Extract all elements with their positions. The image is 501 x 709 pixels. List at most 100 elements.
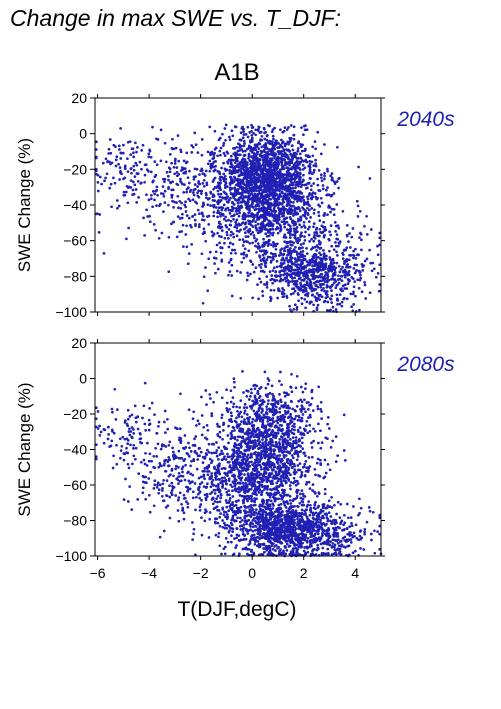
- scatter-point: [277, 218, 281, 221]
- scatter-point: [328, 230, 331, 234]
- scatter-point: [269, 297, 273, 300]
- scatter-point: [143, 180, 146, 184]
- scatter-point: [311, 483, 315, 486]
- scatter-point: [256, 222, 260, 226]
- scatter-point: [108, 138, 112, 141]
- scatter-point: [266, 231, 270, 234]
- scatter-point: [290, 183, 293, 186]
- scatter-point: [339, 288, 342, 291]
- scatter-point: [250, 123, 253, 127]
- scatter-point: [263, 157, 267, 160]
- scatter-point: [264, 154, 268, 157]
- scatter-point: [187, 252, 191, 255]
- scatter-point: [259, 266, 263, 269]
- scatter-point: [280, 173, 284, 177]
- scatter-point: [315, 461, 319, 465]
- scatter-point: [308, 225, 311, 229]
- scatter-point: [258, 184, 262, 187]
- scatter-point: [329, 233, 332, 237]
- scatter-point: [103, 179, 106, 183]
- scatter-point: [205, 485, 209, 489]
- scatter-point: [116, 206, 119, 210]
- scatter-point: [273, 474, 277, 478]
- scatter-point: [184, 233, 188, 236]
- scatter-point: [280, 488, 284, 492]
- scatter-point: [307, 208, 311, 212]
- scatter-point: [225, 230, 229, 234]
- scatter-point: [200, 218, 204, 222]
- scatter-point: [226, 434, 230, 437]
- scatter-point: [235, 169, 239, 173]
- scatter-point: [242, 217, 246, 220]
- scatter-point: [336, 500, 340, 504]
- scatter-point: [292, 223, 296, 227]
- scatter-point: [296, 212, 300, 216]
- scatter-point: [212, 187, 215, 191]
- scatter-point: [340, 304, 344, 308]
- scatter-point: [209, 192, 213, 195]
- scatter-point: [220, 208, 224, 212]
- scatter-point: [269, 259, 273, 263]
- scatter-point: [317, 294, 321, 297]
- scatter-point: [319, 196, 323, 200]
- scatter-point: [273, 160, 277, 164]
- scatter-point: [252, 148, 256, 152]
- scatter-point: [273, 491, 277, 495]
- scatter-point: [336, 254, 339, 257]
- scatter-point: [219, 496, 223, 500]
- scatter-point: [356, 278, 360, 282]
- scatter-point: [244, 133, 248, 136]
- scatter-point: [279, 265, 283, 269]
- scatter-point: [283, 144, 287, 148]
- scatter-point: [115, 155, 119, 159]
- scatter-point: [261, 253, 265, 257]
- scatter-point: [297, 140, 301, 143]
- scatter-point: [298, 271, 302, 275]
- scatter-point: [244, 160, 247, 163]
- scatter-point: [282, 129, 286, 133]
- scatter-point: [237, 162, 240, 166]
- scatter-point: [298, 468, 302, 472]
- scatter-point: [330, 176, 334, 180]
- scatter-point: [264, 506, 267, 509]
- scatter-point: [274, 244, 278, 248]
- scatter-point: [222, 161, 225, 165]
- scatter-point: [302, 284, 306, 288]
- scatter-point: [307, 500, 311, 503]
- scatter-point: [135, 163, 139, 167]
- scatter-point: [287, 142, 290, 146]
- scatter-point: [311, 145, 314, 149]
- scatter-point: [235, 226, 239, 230]
- scatter-point: [259, 175, 262, 179]
- scatter-point: [183, 203, 186, 207]
- scatter-point: [230, 248, 234, 252]
- scatter-point: [281, 165, 285, 168]
- scatter-point: [293, 303, 297, 307]
- scatter-point: [272, 207, 276, 210]
- scatter-point: [292, 440, 295, 443]
- scatter-point: [270, 274, 274, 277]
- scatter-point: [134, 188, 138, 191]
- scatter-point: [289, 487, 292, 491]
- scatter-point: [206, 448, 209, 452]
- scatter-point: [145, 193, 148, 197]
- scatter-point: [279, 157, 283, 161]
- scatter-point: [216, 200, 219, 204]
- scatter-point: [294, 186, 297, 190]
- scatter-point: [240, 167, 243, 170]
- scatter-point: [262, 176, 265, 180]
- scatter-point: [276, 231, 280, 235]
- scatter-point: [274, 139, 278, 143]
- scatter-point: [227, 273, 230, 277]
- scatter-point: [335, 250, 338, 254]
- scatter-point: [292, 241, 296, 245]
- scatter-point: [249, 166, 252, 170]
- scatter-point: [297, 293, 300, 296]
- scatter-point: [238, 435, 242, 439]
- scatter-point: [323, 492, 327, 496]
- scatter-point: [216, 189, 220, 193]
- scatter-point: [342, 449, 346, 452]
- scatter-point: [261, 269, 265, 273]
- scatter-point: [335, 180, 339, 183]
- scatter-point: [253, 153, 257, 157]
